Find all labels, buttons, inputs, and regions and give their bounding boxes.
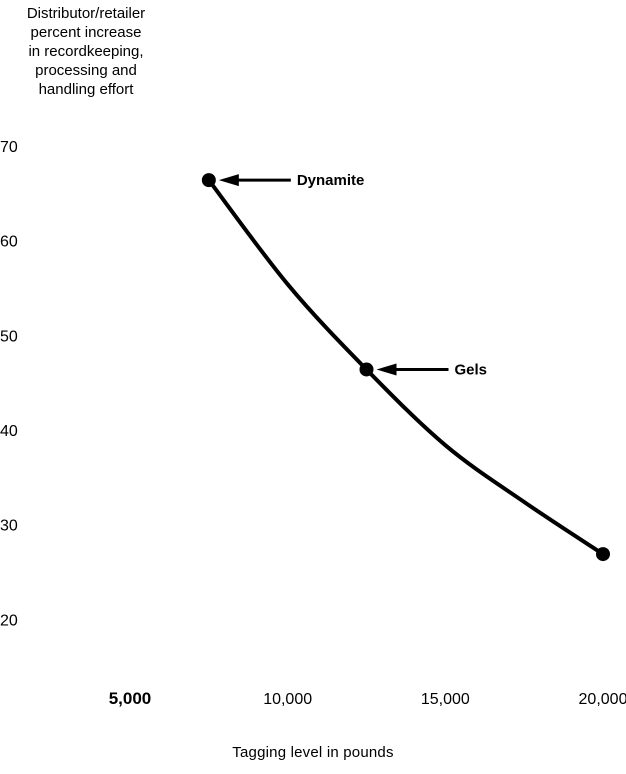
series-layer xyxy=(206,178,605,557)
x-tick-label: 10,000 xyxy=(263,691,312,708)
y-axis-label-line: processing and xyxy=(35,62,137,79)
data-point xyxy=(596,547,610,562)
y-tick-label: 30 xyxy=(0,518,18,535)
x-tick-label: 20,000 xyxy=(579,691,626,708)
x-axis-label: Tagging level in pounds xyxy=(232,744,394,761)
y-axis-ticks: 70 60 50 40 30 20 xyxy=(0,139,18,629)
y-axis-label: Distributor/retailer percent increase in… xyxy=(0,4,172,99)
y-tick-label: 70 xyxy=(0,139,18,156)
x-tick-label: 15,000 xyxy=(421,691,470,708)
y-axis-label-line: in recordkeeping, xyxy=(28,43,144,60)
y-axis-label-line: percent increase xyxy=(30,24,142,41)
y-tick-label: 40 xyxy=(0,423,18,440)
annotation-layer: Dynamite Gels xyxy=(201,172,610,562)
x-axis-ticks: 5,000 10,000 15,000 20,000 xyxy=(109,689,626,708)
annotation-label: Dynamite xyxy=(297,172,365,189)
data-point xyxy=(359,362,374,377)
x-tick-label: 5,000 xyxy=(109,689,152,708)
annotation-arrow-head xyxy=(218,174,239,187)
annotation-label: Gels xyxy=(455,361,488,378)
annotation-arrow-head xyxy=(376,363,397,376)
data-point xyxy=(201,173,216,188)
y-axis-label-line: handling effort xyxy=(38,81,134,98)
y-tick-label: 20 xyxy=(0,612,18,629)
y-tick-label: 50 xyxy=(0,328,18,345)
y-axis-label-line: Distributor/retailer xyxy=(26,5,146,22)
series-line xyxy=(206,178,605,557)
y-tick-label: 60 xyxy=(0,234,18,251)
